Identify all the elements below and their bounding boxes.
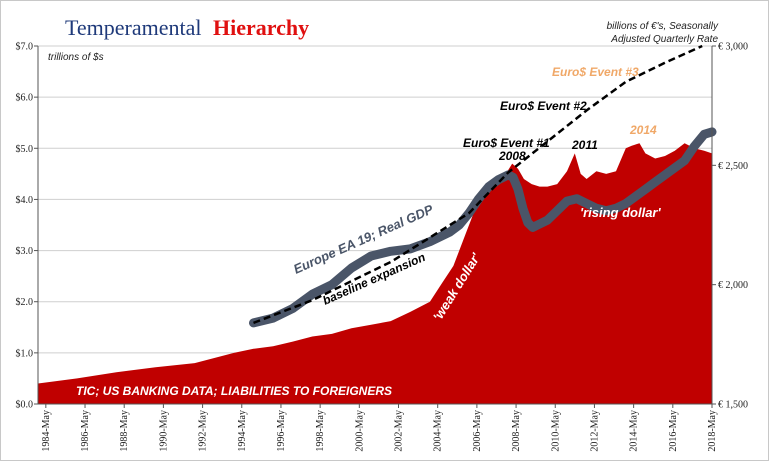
- event3-annotation: Euro$ Event #3: [552, 65, 639, 79]
- liabilities-area: [38, 143, 712, 404]
- left-tick-label: $4.0: [16, 195, 34, 206]
- left-tick-label: $5.0: [16, 144, 34, 155]
- left-tick-label: $2.0: [16, 297, 34, 308]
- left-tick-label: $0.0: [16, 400, 34, 411]
- x-tick-label: 1990-May: [158, 410, 169, 452]
- x-tick-label: 2016-May: [668, 410, 679, 452]
- x-axis-ticks: 1984-May 1986-May 1988-May 1990-May 1992-May…: [41, 404, 718, 452]
- lines-layer: [249, 44, 717, 328]
- year-2014-annotation: 2014: [629, 123, 657, 137]
- x-tick-label: 1984-May: [41, 410, 52, 452]
- left-tick-label: $3.0: [16, 246, 34, 257]
- left-tick-label: $6.0: [16, 93, 34, 104]
- right-tick-label: € 3,000: [718, 42, 748, 53]
- baseline-dashed-line: [253, 44, 703, 325]
- x-tick-label: 2008-May: [511, 410, 522, 452]
- right-axis-label-line2: Adjusted Quarterly Rate: [610, 34, 718, 45]
- x-tick-label: 2004-May: [433, 410, 444, 452]
- x-tick-label: 2010-May: [550, 410, 561, 452]
- right-axis-ticks: € 1,500 € 2,000 € 2,500 € 3,000: [712, 42, 748, 411]
- x-tick-label: 2002-May: [394, 410, 405, 452]
- x-tick-label: 1996-May: [276, 410, 287, 452]
- x-tick-label: 2000-May: [354, 410, 365, 452]
- left-tick-label: $1.0: [16, 348, 34, 359]
- x-tick-label: 1986-May: [80, 410, 91, 452]
- year-2011-annotation: 2011: [571, 138, 598, 152]
- chart-title-part1: Temperamental: [65, 15, 202, 40]
- x-tick-label: 1988-May: [119, 410, 130, 452]
- year-2008-annotation: 2008: [498, 149, 526, 163]
- svg-text:Temperamental Hierarchy: Temperamental Hierarchy: [65, 15, 309, 40]
- left-axis-ticks: $0.0 $1.0 $2.0 $3.0 $4.0 $5.0 $6.0 $7.0: [16, 42, 38, 411]
- liabilities-area-layer: [38, 143, 712, 404]
- event1-annotation: Euro$ Event #1: [463, 136, 550, 150]
- left-axis-label: trillions of $s: [48, 52, 104, 63]
- right-tick-label: € 1,500: [718, 400, 748, 411]
- x-tick-label: 2018-May: [707, 410, 718, 452]
- x-tick-label: 1994-May: [237, 410, 248, 452]
- right-tick-label: € 2,000: [718, 280, 748, 291]
- x-tick-label: 1998-May: [315, 410, 326, 452]
- liabilities-series-label: TIC; US BANKING DATA; LIABILITIES TO FOR…: [76, 384, 392, 398]
- x-tick-label: 2014-May: [629, 410, 640, 452]
- chart-title-part2: Hierarchy: [213, 15, 309, 40]
- x-tick-label: 2012-May: [589, 410, 600, 452]
- gdp-line: [249, 127, 717, 328]
- right-tick-label: € 2,500: [718, 161, 748, 172]
- right-axis-label-line1: billions of €'s, Seasonally: [607, 21, 719, 32]
- event2-annotation: Euro$ Event #2: [500, 99, 587, 113]
- x-tick-label: 2006-May: [472, 410, 483, 452]
- plot-border: [37, 46, 713, 405]
- x-tick-label: 1992-May: [198, 410, 209, 452]
- left-tick-label: $7.0: [16, 42, 34, 53]
- rising-dollar-annotation: 'rising dollar': [580, 205, 661, 220]
